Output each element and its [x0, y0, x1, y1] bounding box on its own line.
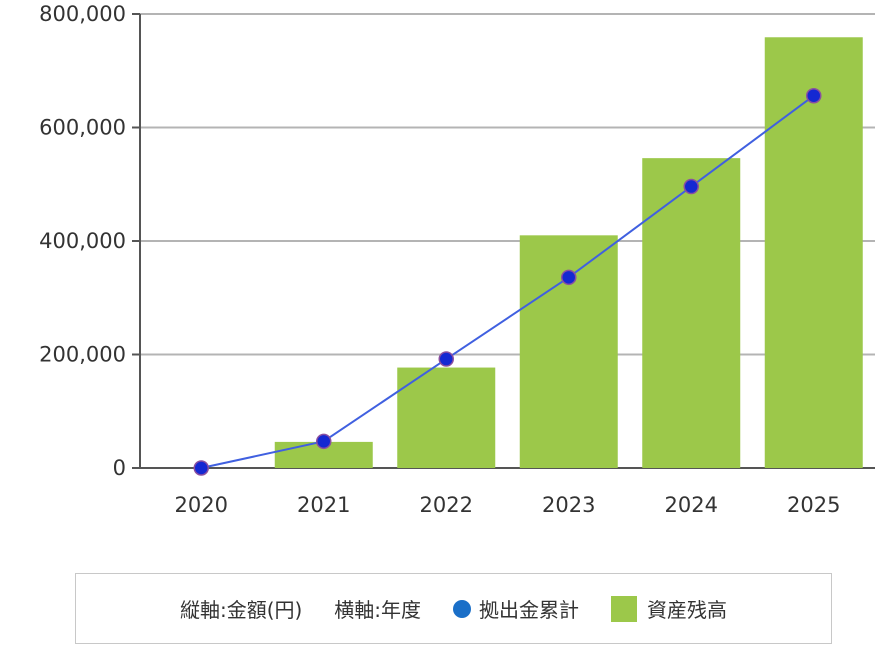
- y-axis: 0 200,000 400,000 600,000 800,000: [39, 2, 141, 480]
- legend-x-axis-note: 横軸:年度: [334, 594, 421, 623]
- legend-square-icon: [611, 595, 638, 622]
- data-point[interactable]: [683, 178, 699, 195]
- bar-series: [274, 37, 863, 469]
- line-series: [193, 87, 822, 476]
- y-tick-label: 800,000: [39, 2, 126, 26]
- data-point[interactable]: [438, 351, 454, 367]
- x-tick-label: 2020: [175, 493, 228, 517]
- legend-y-axis-note-text: 縦軸:金額(円): [179, 598, 303, 622]
- data-point[interactable]: [316, 433, 332, 450]
- y-tick-label: 400,000: [39, 229, 126, 253]
- y-tick-label: 200,000: [39, 343, 126, 367]
- x-tick-label: 2022: [420, 493, 473, 517]
- legend-line-series[interactable]: 拠出金累計: [453, 594, 579, 623]
- legend-y-axis-note: 縦軸:金額(円): [180, 594, 302, 623]
- x-tick-label: 2025: [787, 493, 840, 517]
- grid-lines: [140, 13, 875, 469]
- legend: 縦軸:金額(円) 横軸:年度 拠出金累計 資産残高: [75, 573, 832, 644]
- data-point[interactable]: [193, 460, 209, 476]
- legend-x-axis-note-text: 横軸:年度: [334, 598, 422, 622]
- y-tick-label: 0: [113, 456, 126, 480]
- legend-bar-label: 資産残高: [647, 598, 728, 622]
- legend-dot-icon: [453, 599, 472, 618]
- x-tick-label: 2024: [665, 493, 718, 517]
- data-point[interactable]: [561, 269, 577, 286]
- bar[interactable]: [642, 158, 741, 468]
- x-tick-label: 2021: [297, 493, 350, 517]
- bar[interactable]: [397, 367, 496, 468]
- series-line: [201, 94, 815, 469]
- x-tick-label: 2023: [542, 493, 595, 517]
- x-axis: 2020 2021 2022 2023 2024 2025: [175, 493, 841, 517]
- bar[interactable]: [764, 37, 863, 469]
- y-tick-label: 600,000: [39, 116, 126, 140]
- legend-line-label: 拠出金累計: [479, 598, 580, 622]
- legend-bar-series[interactable]: 資産残高: [611, 594, 727, 623]
- data-point[interactable]: [806, 87, 822, 104]
